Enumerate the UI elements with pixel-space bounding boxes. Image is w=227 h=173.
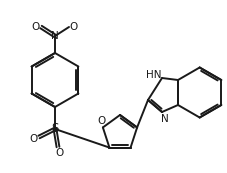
Text: N: N bbox=[51, 31, 59, 41]
Text: O: O bbox=[69, 22, 78, 32]
Text: N: N bbox=[160, 114, 168, 124]
Text: HN: HN bbox=[146, 70, 161, 80]
Text: O: O bbox=[30, 134, 38, 144]
Text: O: O bbox=[56, 148, 64, 158]
Text: O: O bbox=[32, 22, 40, 32]
Text: S: S bbox=[51, 122, 58, 135]
Text: O: O bbox=[97, 116, 106, 126]
